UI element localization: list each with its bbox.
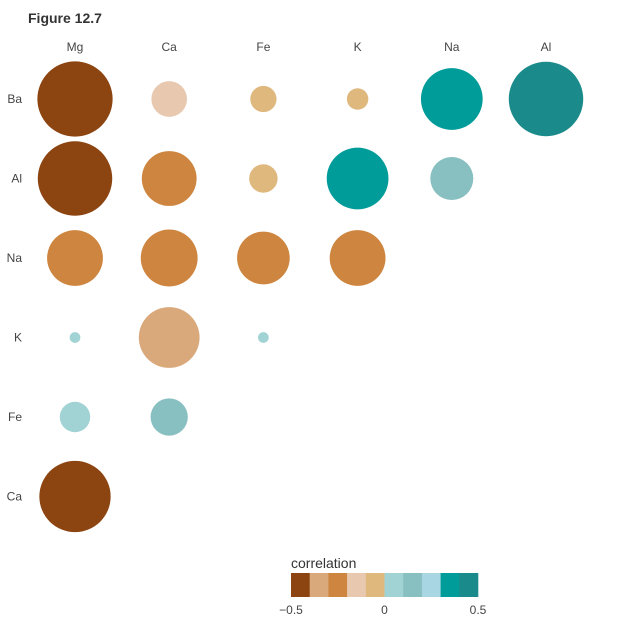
legend-swatch xyxy=(291,573,310,597)
figure-title: Figure 12.7 xyxy=(28,10,102,26)
legend-tick-label: 0 xyxy=(381,603,388,617)
bubble-k-ca xyxy=(138,307,200,368)
x-tick-label: Fe xyxy=(256,40,270,54)
bubble-fe-mg xyxy=(59,401,91,433)
legend-swatch xyxy=(309,573,329,597)
bubble-ba-ca xyxy=(151,81,188,117)
legend-swatch xyxy=(384,573,404,597)
bubble-k-mg xyxy=(69,332,81,343)
bubble-al-mg xyxy=(37,141,113,216)
bubble-ba-mg xyxy=(37,61,113,137)
bubble-al-k xyxy=(326,147,389,210)
legend-swatch xyxy=(459,573,479,597)
y-tick-label: Na xyxy=(7,251,23,265)
bubble-al-na xyxy=(430,157,474,200)
y-tick-label: Ba xyxy=(7,92,22,106)
bubble-ba-al xyxy=(508,61,584,137)
x-tick-label: K xyxy=(354,40,362,54)
x-tick-label: Mg xyxy=(67,40,84,54)
bubble-fe-ca xyxy=(150,398,188,436)
y-tick-label: K xyxy=(14,331,22,345)
legend-swatch xyxy=(440,573,460,597)
y-tick-label: Al xyxy=(11,172,22,186)
bubble-na-k xyxy=(329,230,386,286)
legend-title: correlation xyxy=(291,555,356,571)
legend-swatch xyxy=(403,573,423,597)
bubble-ca-mg xyxy=(39,460,111,533)
bubble-na-mg xyxy=(47,230,103,286)
bubble-ba-na xyxy=(420,68,483,130)
bubble-na-ca xyxy=(140,229,198,287)
legend-swatch xyxy=(347,573,367,597)
legend-tick-label: −0.5 xyxy=(279,603,303,617)
x-tick-label: Ca xyxy=(162,40,178,54)
y-tick-label: Ca xyxy=(7,490,23,504)
bubble-na-fe xyxy=(237,231,290,285)
y-tick-label: Fe xyxy=(8,410,22,424)
x-tick-label: Al xyxy=(541,40,552,54)
legend-swatch xyxy=(365,573,385,597)
x-tick-label: Na xyxy=(444,40,460,54)
bubble-ba-fe xyxy=(250,85,277,113)
bubble-ba-k xyxy=(346,88,369,110)
bubble-al-fe xyxy=(249,164,278,193)
bubble-k-fe xyxy=(258,332,269,343)
legend-swatch xyxy=(328,573,348,597)
legend-swatch xyxy=(421,573,441,597)
legend-tick-label: 0.5 xyxy=(470,603,487,617)
bubble-al-ca xyxy=(141,151,197,206)
